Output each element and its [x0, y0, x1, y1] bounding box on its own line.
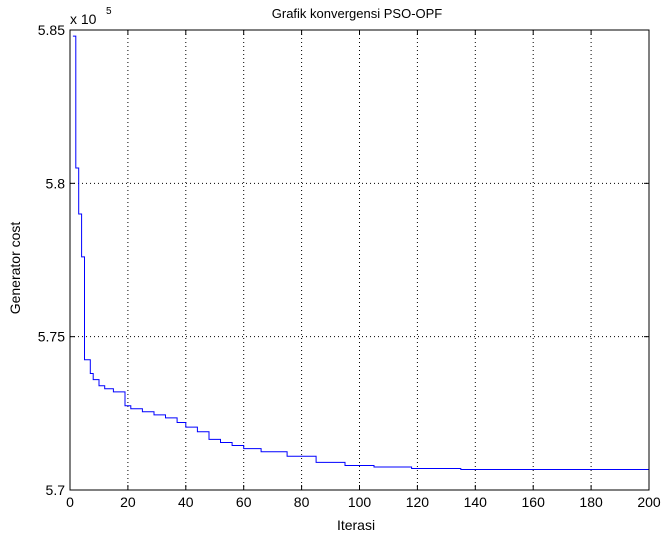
x-tick-label: 140	[464, 494, 488, 510]
y-exponent-label: x 10	[70, 11, 97, 27]
x-tick-label: 100	[348, 494, 372, 510]
y-tick-label: 5.75	[38, 329, 65, 345]
x-tick-label: 0	[66, 494, 74, 510]
x-tick-label: 200	[637, 494, 661, 510]
y-tick-label: 5.8	[46, 175, 66, 191]
x-tick-label: 40	[178, 494, 194, 510]
x-tick-label: 20	[120, 494, 136, 510]
grid-lines	[70, 30, 649, 490]
x-axis-title: Iterasi	[337, 517, 375, 533]
x-tick-label: 120	[406, 494, 430, 510]
chart-title: Grafik konvergensi PSO-OPF	[272, 6, 443, 21]
y-tick-label: 5.7	[46, 482, 66, 498]
y-exponent-power: 5	[106, 6, 112, 17]
convergence-line	[72, 35, 649, 470]
plot-frame	[69, 29, 650, 491]
x-tick-label: 160	[522, 494, 546, 510]
plot-lines	[72, 35, 649, 470]
y-tick-labels: 5.7 5.75 5.8 5.85	[38, 22, 65, 498]
x-tick-label: 180	[579, 494, 603, 510]
x-tick-labels: 0 20 40 60 80 100 120 140 160 180 200	[66, 494, 661, 510]
y-axis-title: Generator cost	[7, 222, 23, 315]
x-tick-label: 60	[236, 494, 252, 510]
y-tick-label: 5.85	[38, 22, 65, 38]
x-tick-label: 80	[294, 494, 310, 510]
